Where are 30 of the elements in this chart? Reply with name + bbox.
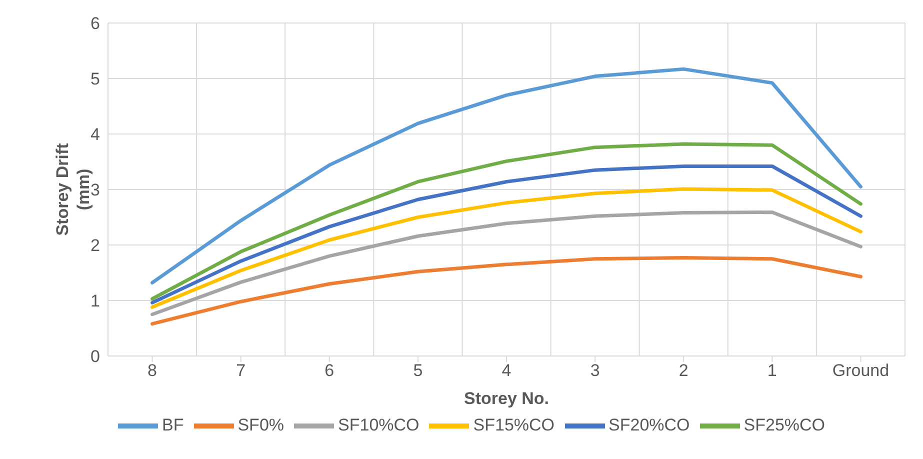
x-tick-label: 7: [236, 361, 246, 380]
legend-label: SF0%: [238, 415, 284, 434]
y-tick-label: 4: [90, 125, 100, 144]
y-tick-label: 5: [90, 70, 100, 89]
x-tick-label: 4: [502, 361, 512, 380]
x-tick-label: 8: [148, 361, 158, 380]
y-tick-label: 3: [90, 180, 100, 200]
line-series: [150, 164, 862, 304]
x-tick-label: 6: [324, 361, 334, 380]
x-tick-label: Ground: [832, 361, 890, 380]
y-tick-label: 2: [90, 236, 100, 256]
y-tick-label: 6: [90, 14, 100, 34]
line-series: [150, 210, 862, 316]
legend-label: BF: [162, 415, 184, 434]
y-tick-label: 1: [90, 292, 100, 311]
legend-label: SF10%CO: [338, 415, 420, 434]
line-series: [150, 256, 862, 326]
line-series: [150, 142, 862, 301]
legend-label: SF15%CO: [473, 415, 555, 434]
x-tick-label: 1: [767, 361, 777, 380]
x-tick-label: 5: [413, 361, 423, 380]
x-tick-label: 2: [678, 361, 688, 380]
legend-label: SF20%CO: [608, 415, 690, 434]
y-axis-title: Storey Drift (mm): [53, 142, 93, 236]
legend-label: SF25%CO: [744, 415, 826, 434]
y-tick-label: 0: [90, 347, 100, 366]
x-tick-label: 3: [590, 361, 600, 380]
x-axis-title: Storey No.: [464, 389, 550, 408]
line-series: [150, 67, 862, 284]
line-series: [150, 187, 862, 309]
